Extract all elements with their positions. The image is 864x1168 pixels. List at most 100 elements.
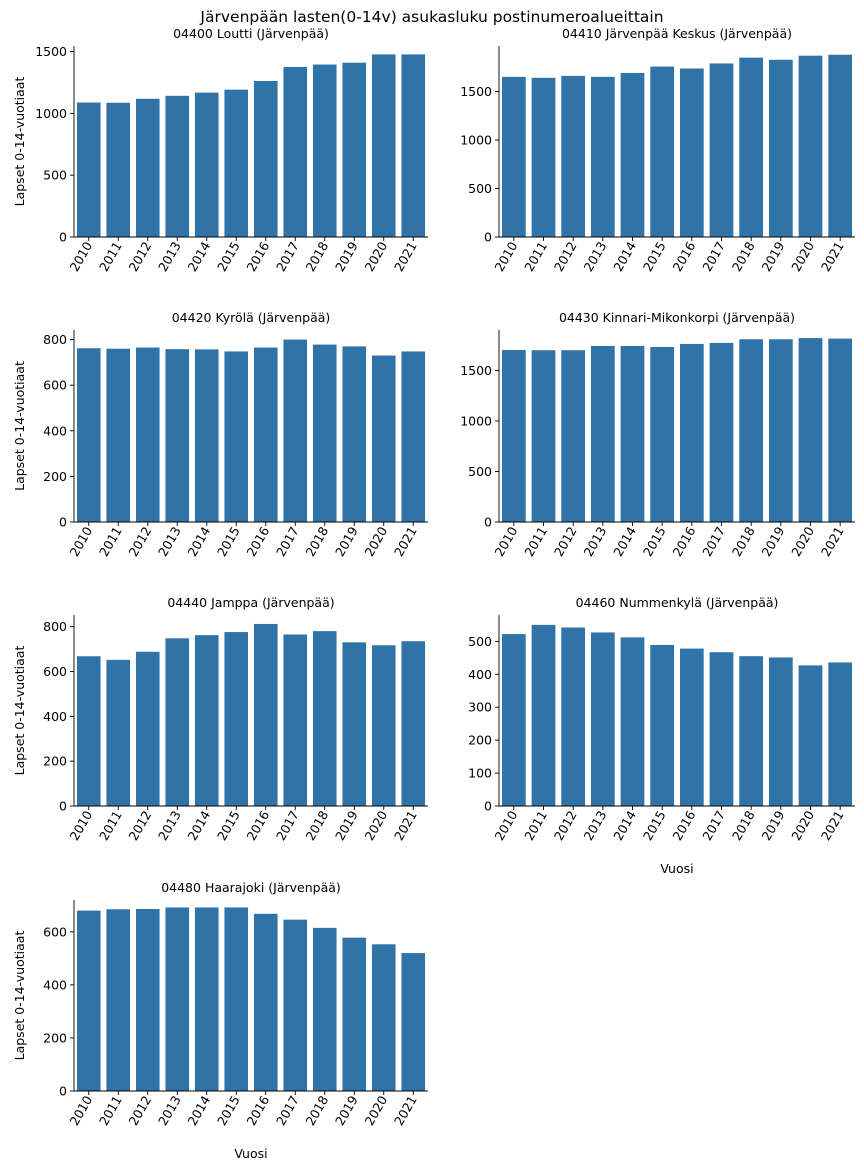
bar-2018 [312, 64, 337, 237]
bar-2011 [106, 102, 131, 238]
x-tick-label: 2015 [214, 1093, 243, 1128]
chart-panel: 0 500 1000 1500 2010 2011 2012 2013 2014 2015 2016… [460, 310, 855, 559]
bar-2021 [401, 351, 426, 522]
x-tick-label: 2011 [96, 239, 125, 274]
x-tick-label: 2021 [391, 1093, 420, 1128]
bar-2013 [165, 95, 190, 237]
y-tick-label: 300 [468, 700, 492, 715]
chart-panel: 0 500 1000 1500 2010 2011 2012 2013 2014 2015 2016… [460, 26, 855, 274]
bar-2013 [165, 638, 190, 806]
bar-2016 [253, 913, 278, 1091]
y-tick-label: 200 [43, 469, 67, 484]
bar-2015 [224, 907, 249, 1091]
x-tick-label: 2012 [551, 239, 580, 274]
bar-2012 [561, 627, 586, 806]
y-tick-label: 0 [484, 799, 492, 814]
bar-2015 [650, 346, 675, 522]
x-tick-label: 2021 [391, 524, 420, 559]
x-tick-label: 2019 [759, 524, 788, 559]
bar-2018 [312, 344, 337, 522]
bar-2010 [76, 102, 101, 238]
chart-title: 04400 Loutti (Järvenpää) [173, 26, 329, 41]
x-tick-label: 2010 [492, 808, 521, 843]
x-tick-label: 2014 [610, 808, 639, 843]
y-tick-label: 800 [43, 619, 67, 634]
y-tick-label: 200 [468, 733, 492, 748]
x-tick-label: 2015 [640, 808, 669, 843]
y-tick-label: 0 [59, 1084, 67, 1099]
bar-2019 [342, 346, 367, 522]
bar-2015 [224, 632, 249, 806]
y-tick-label: 800 [43, 332, 67, 347]
x-tick-label: 2017 [699, 524, 728, 559]
bar-2020 [371, 645, 396, 806]
x-tick-label: 2016 [243, 524, 272, 559]
x-tick-label: 2015 [214, 524, 243, 559]
x-tick-label: 2019 [332, 524, 361, 559]
x-tick-label: 2018 [302, 524, 331, 559]
x-tick-label: 2018 [729, 524, 758, 559]
x-tick-label: 2019 [759, 808, 788, 843]
y-tick-label: 0 [484, 515, 492, 530]
bar-2010 [501, 350, 526, 522]
bar-2011 [106, 348, 131, 522]
x-tick-label: 2015 [214, 239, 243, 274]
x-tick-label: 2012 [551, 808, 580, 843]
bar-2015 [224, 89, 249, 237]
x-tick-label: 2011 [96, 1093, 125, 1128]
bar-2017 [709, 63, 734, 237]
x-tick-label: 2018 [302, 1093, 331, 1128]
x-tick-label: 2010 [492, 239, 521, 274]
bar-2018 [739, 339, 764, 522]
x-tick-label: 2013 [155, 524, 184, 559]
y-tick-label: 400 [468, 667, 492, 682]
bar-2020 [371, 944, 396, 1091]
y-tick-label: 600 [43, 924, 67, 939]
x-tick-label: 2011 [521, 524, 550, 559]
x-tick-label: 2014 [610, 524, 639, 559]
x-tick-label: 2013 [581, 239, 610, 274]
x-tick-label: 2012 [125, 1093, 154, 1128]
bar-2021 [401, 54, 426, 238]
y-tick-label: 1500 [460, 363, 492, 378]
y-tick-label: 500 [468, 464, 492, 479]
bar-2018 [739, 656, 764, 806]
y-tick-label: 1500 [460, 84, 492, 99]
x-tick-label: 2010 [66, 239, 95, 274]
x-tick-label: 2014 [184, 808, 213, 843]
bar-2018 [312, 631, 337, 806]
y-tick-label: 0 [484, 230, 492, 245]
bar-2021 [828, 662, 853, 806]
x-tick-label: 2020 [361, 1093, 390, 1128]
chart-panel: 0 500 1000 1500 2010 2011 2012 2013 2014 2015 2016… [12, 26, 428, 274]
bar-2019 [342, 642, 367, 806]
x-tick-label: 2016 [670, 524, 699, 559]
bar-2013 [590, 345, 615, 522]
bar-2017 [709, 342, 734, 522]
bar-2011 [531, 350, 556, 522]
y-tick-label: 600 [43, 378, 67, 393]
x-tick-label: 2015 [640, 524, 669, 559]
bar-2012 [135, 347, 160, 522]
x-tick-label: 2013 [155, 239, 184, 274]
y-tick-label: 400 [43, 709, 67, 724]
bar-2013 [590, 632, 615, 806]
chart-title: 04480 Haarajoki (Järvenpää) [161, 880, 341, 895]
x-tick-label: 2018 [729, 239, 758, 274]
x-tick-label: 2017 [699, 239, 728, 274]
bar-2021 [828, 338, 853, 522]
bar-2019 [768, 657, 793, 806]
x-tick-label: 2017 [273, 1093, 302, 1128]
bar-2020 [371, 54, 396, 238]
x-tick-label: 2014 [184, 524, 213, 559]
x-tick-label: 2017 [273, 239, 302, 274]
bar-2018 [739, 57, 764, 237]
x-tick-label: 2014 [184, 1093, 213, 1128]
bar-2012 [135, 651, 160, 806]
x-tick-label: 2021 [391, 808, 420, 843]
x-axis-label: Vuosi [660, 861, 693, 876]
x-tick-label: 2021 [818, 808, 847, 843]
bar-2011 [106, 909, 131, 1091]
